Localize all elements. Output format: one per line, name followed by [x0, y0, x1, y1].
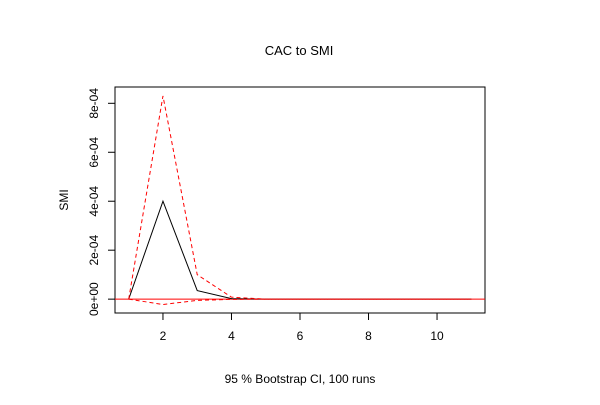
series-line-lower-ci — [128, 298, 472, 306]
y-tick-label: 8e-04 — [87, 88, 101, 119]
chart-title: CAC to SMI — [265, 43, 334, 58]
y-axis: 0e+00 2e-04 4e-04 6e-04 8e-04 — [87, 88, 115, 316]
y-axis-label: SMI — [57, 189, 71, 210]
x-axis: 2 4 6 8 10 — [160, 313, 444, 343]
y-tick-label: 2e-04 — [87, 235, 101, 266]
series-layer — [128, 95, 472, 306]
series-line-estimate — [128, 199, 472, 300]
series-line-upper-ci — [128, 95, 472, 300]
y-tick-label: 6e-04 — [87, 137, 101, 168]
plot-frame — [114, 86, 486, 314]
x-tick-label: 2 — [160, 329, 167, 343]
y-tick-label: 0e+00 — [87, 282, 101, 316]
x-tick-label: 8 — [365, 329, 372, 343]
x-axis-label: 95 % Bootstrap CI, 100 runs — [225, 372, 376, 386]
x-tick-label: 10 — [430, 329, 444, 343]
x-tick-label: 6 — [297, 329, 304, 343]
y-tick-label: 4e-04 — [87, 186, 101, 217]
x-tick-label: 4 — [228, 329, 235, 343]
